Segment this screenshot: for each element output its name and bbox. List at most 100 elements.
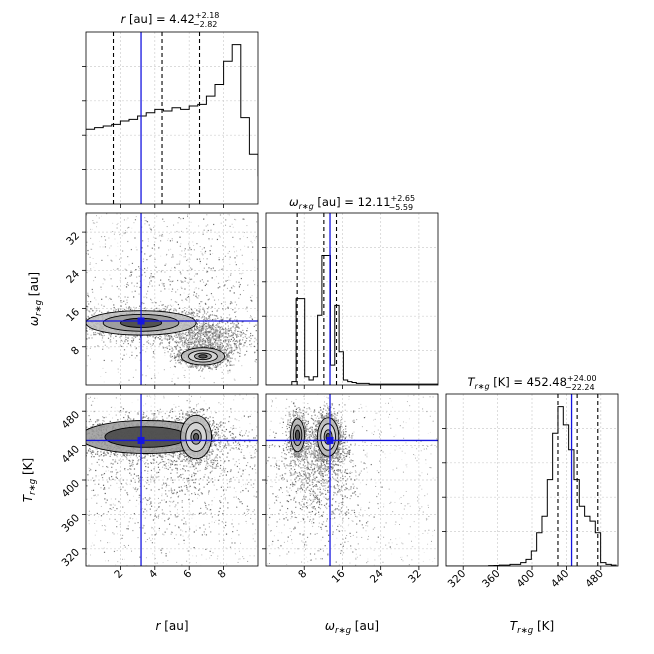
background-point	[193, 281, 195, 283]
sample-point	[206, 318, 208, 321]
sample-point	[165, 308, 167, 310]
sample-point	[211, 336, 213, 338]
sample-point	[72, 333, 73, 334]
sample-point	[210, 292, 213, 295]
sample-point	[86, 327, 88, 329]
sample-point	[193, 335, 195, 337]
sample-point	[204, 345, 206, 347]
background-point	[243, 290, 245, 292]
sample-point	[62, 432, 63, 433]
sample-point	[226, 348, 229, 350]
sample-point	[211, 332, 213, 334]
sample-point	[187, 249, 189, 251]
sample-point	[173, 310, 175, 312]
sample-point	[189, 335, 191, 337]
background-point	[92, 222, 94, 224]
sample-point	[218, 331, 221, 333]
sample-point	[136, 355, 138, 357]
sample-point	[82, 330, 83, 331]
background-point	[230, 359, 232, 361]
background-point	[153, 226, 155, 228]
sample-point	[208, 317, 210, 320]
background-point	[129, 356, 131, 358]
sample-point	[95, 310, 97, 312]
sample-point	[184, 253, 187, 255]
background-point	[228, 250, 230, 252]
sample-point	[203, 318, 205, 321]
sample-point	[226, 331, 228, 333]
sample-point	[255, 221, 258, 223]
sample-point	[170, 356, 172, 358]
background-point	[96, 226, 98, 228]
sample-point	[202, 324, 204, 327]
sample-point	[216, 238, 219, 241]
background-point	[135, 348, 137, 350]
sample-point	[212, 325, 215, 327]
sample-point	[175, 309, 177, 311]
sample-point	[201, 342, 204, 344]
sample-point	[204, 335, 206, 337]
sample-point	[179, 416, 181, 418]
sample-point	[153, 416, 155, 418]
sample-point	[228, 352, 230, 354]
sample-point	[176, 464, 178, 466]
background-point	[202, 258, 204, 260]
sample-point	[222, 308, 224, 310]
sample-point	[250, 299, 252, 301]
background-point	[179, 331, 181, 333]
sample-point	[164, 334, 166, 336]
sample-point	[206, 224, 209, 226]
sample-point	[171, 355, 174, 358]
sample-point	[133, 335, 135, 337]
sample-point	[161, 342, 163, 344]
sample-point	[247, 246, 249, 248]
sample-point	[121, 334, 123, 336]
sample-point	[59, 316, 60, 317]
sample-point	[96, 448, 98, 450]
sample-point	[196, 338, 198, 340]
sample-point	[250, 337, 252, 340]
background-point	[89, 262, 91, 264]
sample-point	[187, 335, 189, 337]
background-point	[126, 299, 128, 301]
background-point	[175, 359, 177, 361]
sample-point	[225, 219, 227, 221]
sample-point	[175, 345, 177, 348]
sample-point	[171, 288, 174, 290]
sample-point	[179, 245, 181, 247]
sample-point	[243, 342, 246, 344]
sample-point	[295, 251, 296, 252]
background-point	[117, 242, 119, 244]
sample-point	[214, 335, 216, 337]
sample-point	[199, 339, 201, 341]
sample-point	[188, 313, 190, 315]
sample-point	[187, 347, 190, 350]
sample-point	[178, 263, 180, 265]
sample-point	[166, 347, 168, 349]
sample-point	[274, 283, 275, 284]
background-point	[86, 214, 88, 216]
sample-point	[70, 328, 71, 329]
density-contour	[198, 354, 208, 359]
sample-point	[182, 332, 184, 334]
background-point	[187, 214, 189, 216]
sample-point	[227, 327, 230, 330]
sample-point	[132, 341, 134, 343]
sample-point	[99, 334, 101, 336]
sample-point	[189, 336, 191, 338]
sample-point	[61, 266, 62, 267]
sample-point	[192, 366, 194, 368]
background-point	[145, 351, 147, 353]
sample-point	[217, 335, 219, 337]
sample-point	[263, 286, 264, 287]
sample-point	[141, 247, 143, 249]
sample-point	[220, 342, 223, 344]
sample-point	[106, 311, 109, 313]
sample-point	[175, 334, 177, 336]
sample-point	[159, 343, 161, 345]
sample-point	[200, 336, 202, 339]
sample-point	[110, 278, 112, 280]
sample-point	[218, 335, 220, 337]
background-point	[110, 308, 112, 310]
sample-point	[178, 351, 180, 353]
